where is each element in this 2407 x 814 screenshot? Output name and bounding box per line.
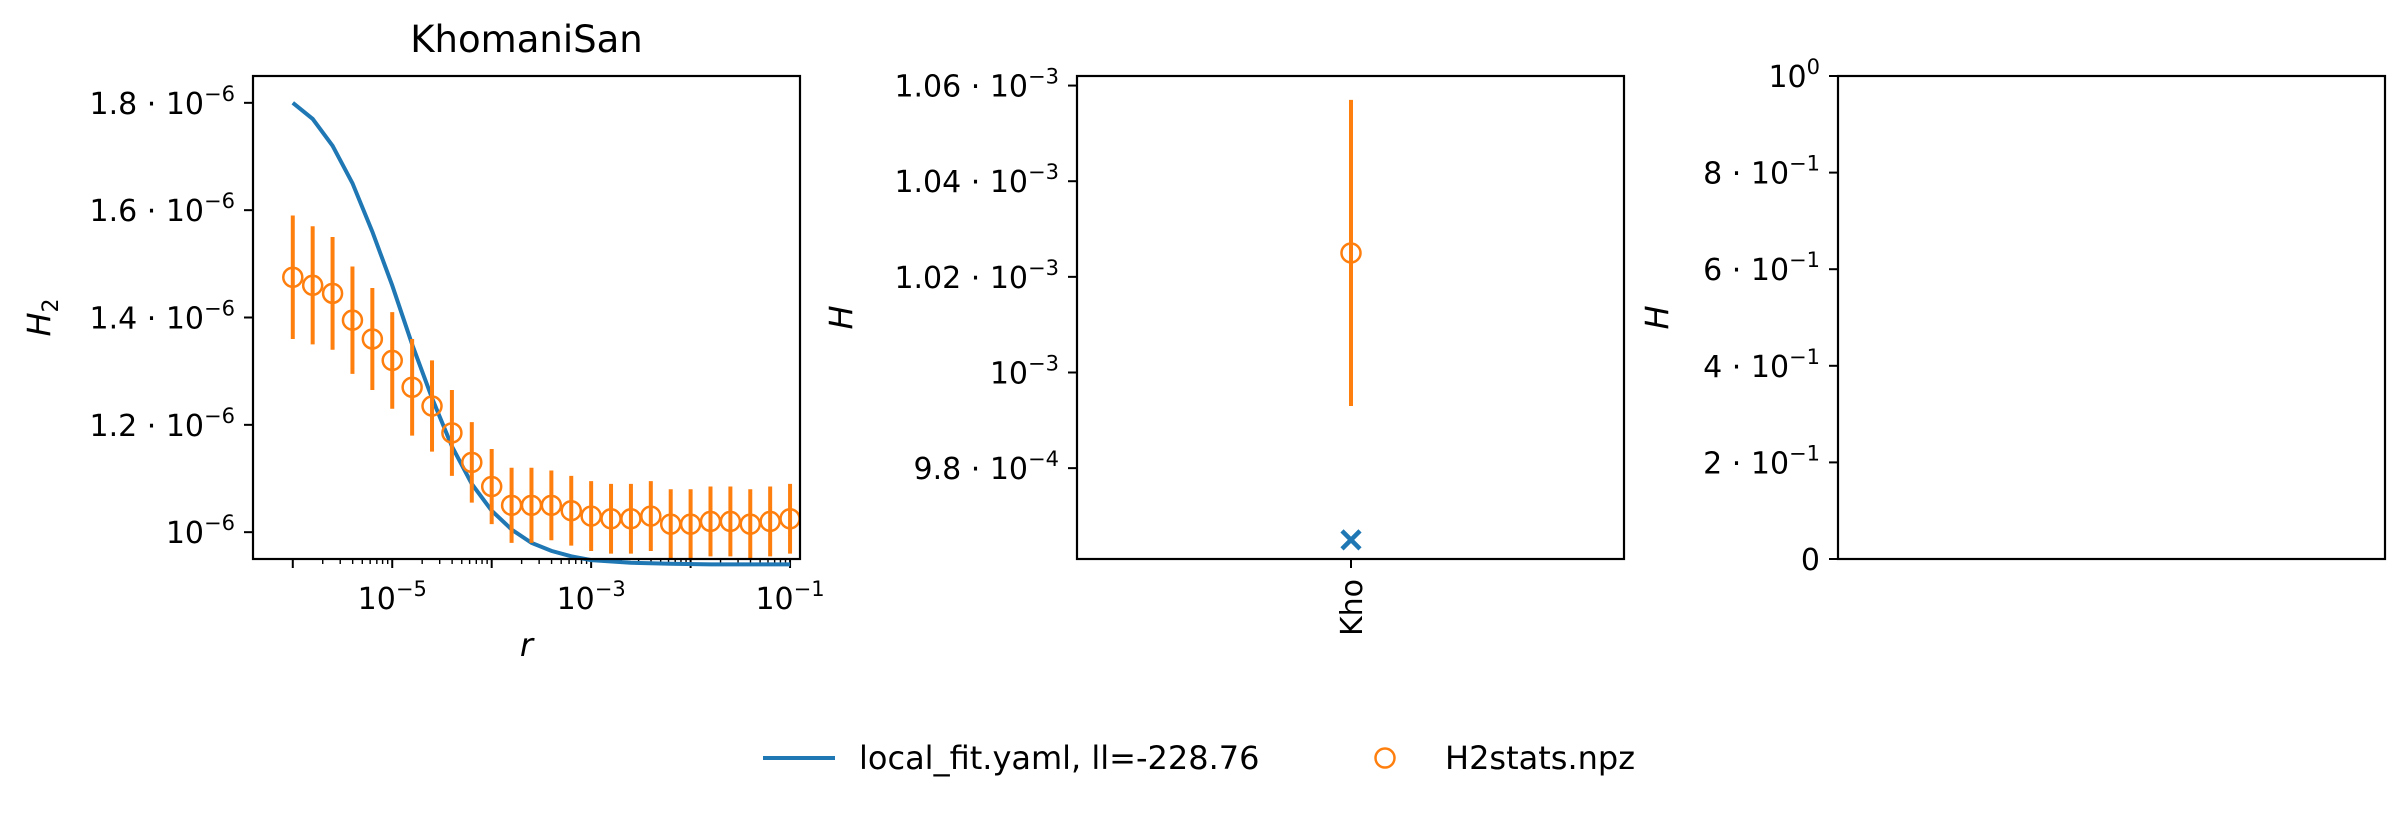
data-point <box>480 475 503 498</box>
y-tick-label: 100 <box>1768 55 1820 95</box>
panel-h-empty: 0 2 · 10−1 4 · 10−1 6 · 10−1 8 · 10−1 100 H <box>1638 55 2387 578</box>
data-point <box>282 266 304 288</box>
legend-circle-swatch <box>1374 747 1396 769</box>
data-point <box>540 494 563 517</box>
data-point <box>441 422 463 444</box>
y-axis-label: H2 <box>20 298 64 336</box>
y-tick-label: 9.8 · 10−4 <box>914 447 1059 487</box>
plot-frame <box>1836 74 2387 561</box>
data-point <box>421 395 443 417</box>
panel-h-category: 9.8 · 10−4 10−3 1.02 · 10−3 1.04 · 10−3 1.06… <box>822 65 1626 636</box>
model-cross-marker <box>1340 529 1362 551</box>
x-axis-label: r <box>520 626 535 664</box>
data-point <box>341 309 364 331</box>
data-point <box>461 451 483 474</box>
legend-label-data: H2stats.npz <box>1445 739 1635 777</box>
y-tick-label: 2 · 10−1 <box>1703 441 1820 481</box>
y-tick-label: 6 · 10−1 <box>1703 248 1820 288</box>
panel-h2-vs-r: KhomaniSan 10−6 1.2 · 10−6 1.4 · 10−6 1.6 · … <box>20 18 825 664</box>
plot-frame <box>251 74 802 561</box>
y-tick-label: 0 <box>1801 543 1820 578</box>
y-tick-label: 10−6 <box>166 511 235 551</box>
x-tick-label: 10−3 <box>557 577 626 617</box>
y-tick-label: 8 · 10−1 <box>1703 152 1820 192</box>
y-axis-label: H <box>822 305 860 329</box>
legend-label-model: local_fit.yaml, ll=-228.76 <box>859 739 1260 777</box>
data-point <box>301 274 324 297</box>
data-point <box>640 505 662 527</box>
y-tick-label: 10−3 <box>990 351 1059 391</box>
legend: local_fit.yaml, ll=-228.76 H2stats.npz <box>763 739 1635 777</box>
y-tick-label: 1.2 · 10−6 <box>90 404 235 444</box>
data-point <box>321 282 344 305</box>
series-model-line <box>291 101 791 567</box>
data-point <box>401 376 423 399</box>
y-tick-label: 1.02 · 10−3 <box>894 256 1059 296</box>
x-category-label: Kho <box>1335 579 1370 636</box>
data-point <box>1340 242 1362 264</box>
data-point <box>361 328 384 350</box>
panel-title: KhomaniSan <box>410 18 642 61</box>
data-point <box>560 499 583 522</box>
x-tick-label: 10−1 <box>755 577 824 617</box>
x-tick-label: 10−5 <box>358 577 427 617</box>
y-tick-label: 1.4 · 10−6 <box>90 297 235 337</box>
y-tick-label: 1.06 · 10−3 <box>894 65 1059 105</box>
data-point <box>381 349 403 372</box>
plot-frame <box>1075 74 1626 561</box>
y-tick-label: 1.6 · 10−6 <box>90 189 235 229</box>
y-tick-label: 1.8 · 10−6 <box>90 82 235 122</box>
y-axis-label: H <box>1638 305 1676 329</box>
y-tick-label: 1.04 · 10−3 <box>894 160 1059 200</box>
y-tick-label: 4 · 10−1 <box>1703 345 1820 385</box>
